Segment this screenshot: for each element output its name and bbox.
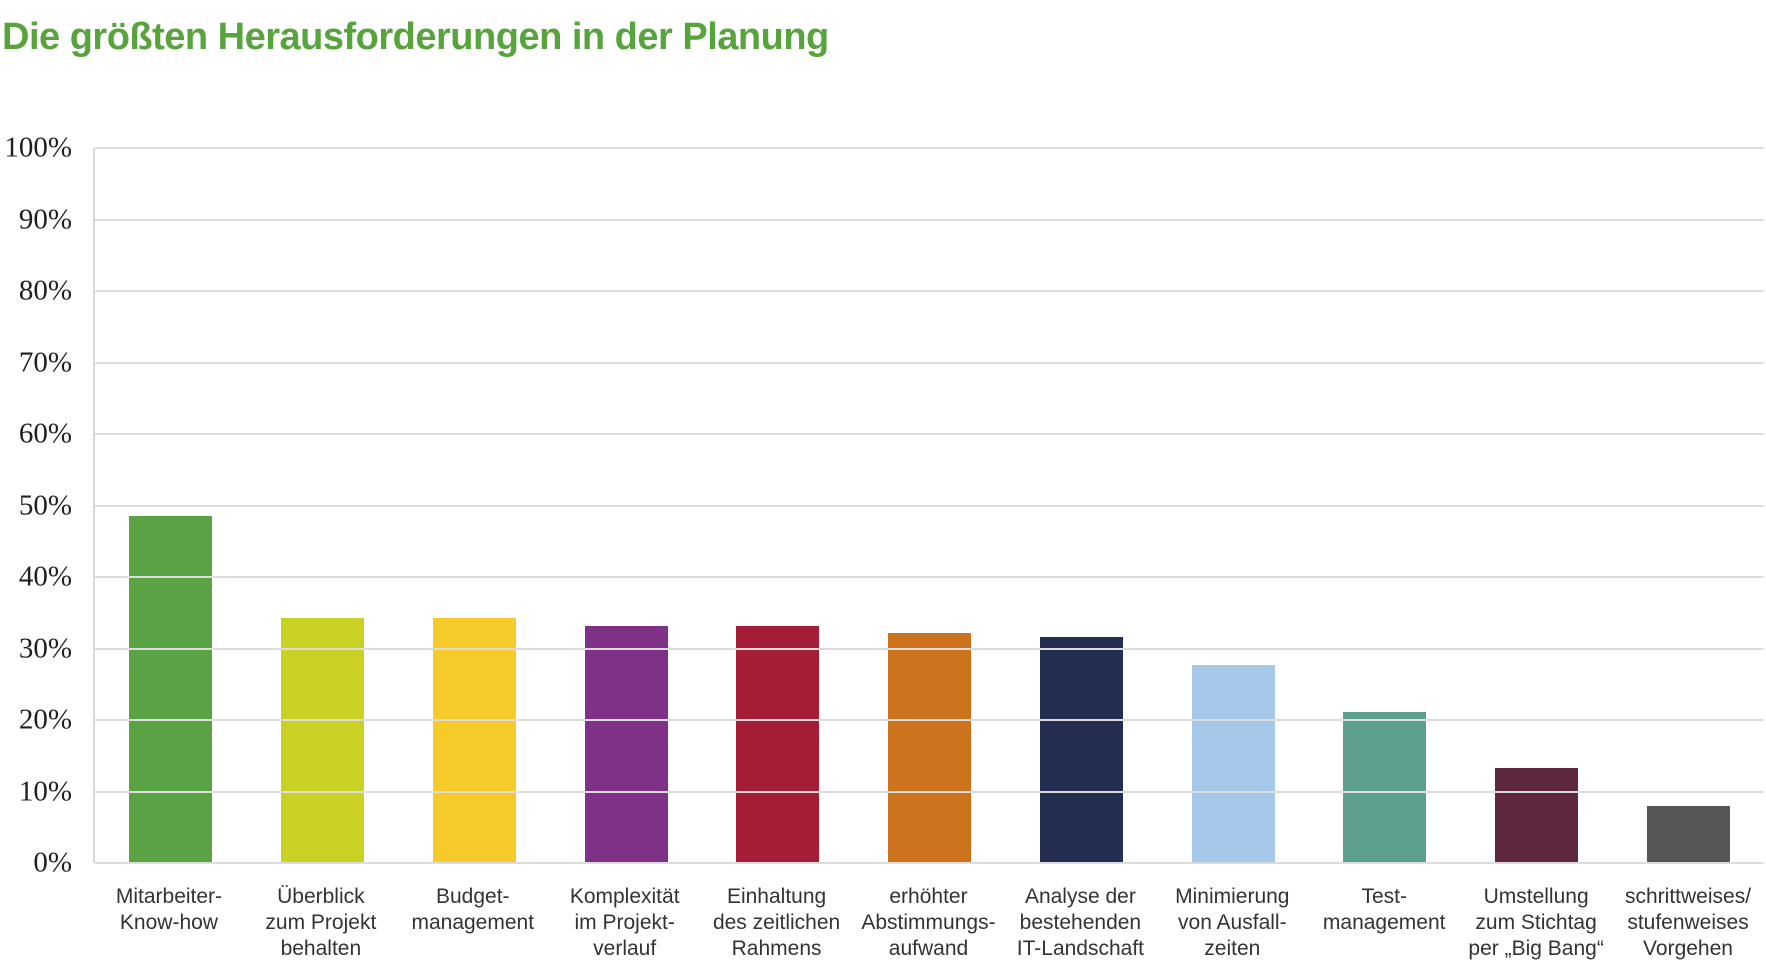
x-axis-label-1: Mitarbeiter- Know-how <box>93 884 245 962</box>
bar-6 <box>888 632 972 863</box>
bar-slot <box>247 148 399 863</box>
x-axis-label-line: management <box>411 911 535 934</box>
x-axis-label-3: Budget-management <box>397 884 549 962</box>
bar-slot <box>702 148 854 863</box>
bars-row <box>95 148 1764 863</box>
bar-1 <box>129 515 213 863</box>
x-axis-label-5: Einhaltung des zeitlichen Rahmens <box>701 884 853 962</box>
gridline-0 <box>95 862 1764 864</box>
x-axis-label-line: des zeitlichen <box>712 911 841 934</box>
gridline-80 <box>95 290 1764 292</box>
bar-slot <box>550 148 702 863</box>
x-axis-label-line: Analyse der <box>1024 885 1136 908</box>
gridline-60 <box>95 433 1764 435</box>
x-axis-label-line: stufenweises <box>1627 911 1749 934</box>
bar-slot <box>1461 148 1613 863</box>
x-axis-label-line: behalten <box>280 937 362 960</box>
gridline-40 <box>95 576 1764 578</box>
x-axis-label-9: Test-management <box>1308 884 1460 962</box>
bar-4 <box>584 626 668 863</box>
x-axis-label-10: Umstellung zum Stichtag per „Big Bang“ <box>1460 884 1612 962</box>
y-tick-label-90: 90% <box>18 203 72 235</box>
x-axis-label-line: Einhaltung <box>726 885 827 908</box>
bar-slot <box>1005 148 1157 863</box>
bar-8 <box>1191 664 1275 863</box>
x-axis-label-line: Mitarbeiter- <box>115 885 223 908</box>
x-axis-label-line: Überblick <box>277 885 365 908</box>
x-axis-label-7: Analyse der bestehenden IT-Landschaft <box>1004 884 1156 962</box>
gridline-50 <box>95 504 1764 507</box>
bar-slot <box>1157 148 1309 863</box>
x-axis-label-line: Rahmens <box>731 937 822 960</box>
gridline-100 <box>95 147 1764 149</box>
bar-3 <box>432 617 516 863</box>
x-axis-label-8: Minimierung von Ausfall-zeiten <box>1156 884 1308 962</box>
x-axis-label-line: zeiten <box>1204 937 1261 960</box>
x-axis-label-line: bestehenden <box>1019 911 1142 934</box>
gridline-90 <box>95 218 1764 221</box>
gridline-20 <box>95 719 1764 721</box>
gridline-10 <box>95 790 1764 793</box>
x-axis-label-line: IT-Landschaft <box>1016 937 1145 960</box>
bar-5 <box>736 626 820 863</box>
bar-slot <box>95 148 247 863</box>
x-axis-label-line: Test- <box>1361 885 1407 908</box>
y-tick-label-60: 60% <box>18 417 72 450</box>
chart-title: Die größten Herausforderungen in der Pla… <box>2 16 829 58</box>
x-axis-label-line: im Projekt- <box>574 911 675 934</box>
x-axis-label-line: zum Projekt <box>265 911 377 934</box>
x-axis-label-line: Vorgehen <box>1643 937 1733 960</box>
x-axis-label-line: Know-how <box>119 911 218 934</box>
y-tick-label-100: 100% <box>4 131 72 164</box>
bar-slot <box>854 148 1006 863</box>
x-axis-label-line: Umstellung <box>1483 885 1589 908</box>
x-axis-label-11: schrittweises/stufenweises Vorgehen <box>1612 884 1764 962</box>
x-axis-label-line: aufwand <box>888 937 969 960</box>
x-axis-label-line: Budget- <box>435 885 510 908</box>
y-tick-label-10: 10% <box>18 775 72 807</box>
bar-slot <box>1612 148 1764 863</box>
plot-area <box>93 147 1764 864</box>
y-tick-label-80: 80% <box>18 274 72 307</box>
bar-7 <box>1039 637 1123 863</box>
y-tick-label-0: 0% <box>33 846 72 879</box>
x-axis-label-4: Komplexität im Projekt-verlauf <box>549 884 701 962</box>
x-axis-label-line: Minimierung <box>1175 885 1290 908</box>
bar-10 <box>1494 767 1578 863</box>
bar-slot <box>1309 148 1461 863</box>
x-axis-label-line: Komplexität <box>569 885 680 908</box>
x-axis-labels: Mitarbeiter- Know-how Überblick zum Projekt… <box>93 884 1764 962</box>
x-axis-label-6: erhöhter Abstimmungs-aufwand <box>853 884 1005 962</box>
gridline-70 <box>95 361 1764 364</box>
y-tick-label-40: 40% <box>18 560 72 593</box>
y-tick-label-50: 50% <box>18 489 72 521</box>
x-axis-label-line: erhöhter <box>889 885 968 908</box>
x-axis-label-line: schrittweises/ <box>1625 885 1752 908</box>
x-axis-label-line: von Ausfall- <box>1178 911 1287 934</box>
x-axis-label-line: per „Big Bang“ <box>1468 937 1604 960</box>
gridline-30 <box>95 647 1764 650</box>
y-tick-label-70: 70% <box>18 346 72 378</box>
x-axis-label-line: management <box>1322 911 1446 934</box>
x-axis-label-2: Überblick zum Projekt behalten <box>245 884 397 962</box>
bar-2 <box>281 617 365 863</box>
y-axis: 100% 90% 80% 70% 60% 50% 40% 30% 20% 10% 0% <box>0 132 72 879</box>
x-axis-label-line: verlauf <box>593 937 657 960</box>
x-axis-label-line: Abstimmungs- <box>861 911 996 934</box>
x-axis-label-line: zum Stichtag <box>1475 911 1597 934</box>
y-tick-label-30: 30% <box>18 632 72 664</box>
bar-11 <box>1646 805 1730 863</box>
y-tick-label-20: 20% <box>18 703 72 736</box>
bar-9 <box>1343 712 1427 863</box>
bar-slot <box>398 148 550 863</box>
